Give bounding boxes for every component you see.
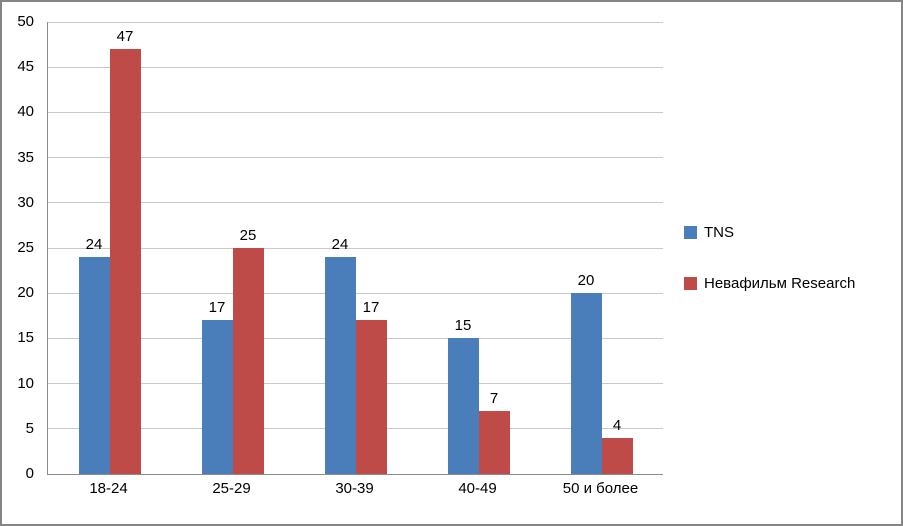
y-tick-label: 25 (17, 239, 34, 256)
x-axis-category-label: 30-39 (335, 480, 374, 497)
gridline (48, 157, 663, 159)
bar-tns-25-29 (201, 320, 233, 474)
bar-value-label: 15 (454, 317, 472, 335)
bar-value-label: 24 (331, 236, 349, 254)
x-axis-category-label: 50 и более (562, 480, 639, 497)
legend: TNS Невафильм Research (684, 224, 855, 326)
gridline (48, 111, 663, 113)
gridline (48, 21, 663, 23)
y-tick-label: 10 (17, 374, 34, 392)
x-axis-category-label: 18-24 (89, 480, 128, 497)
bar-невафильм-research-50-и-более (601, 437, 633, 474)
gridline (48, 247, 663, 249)
bar-tns-30-39 (324, 257, 356, 474)
bar-невафильм-research-25-29 (232, 248, 264, 474)
y-tick-label: 0 (25, 465, 34, 482)
bar-невафильм-research-40-49 (478, 410, 510, 474)
legend-swatch-tns-icon (684, 226, 697, 239)
gridline (48, 292, 663, 294)
bar-value-label: 7 (489, 389, 499, 407)
bar-value-label: 24 (85, 236, 103, 254)
legend-item-nevafilm-research: Невафильм Research (684, 275, 855, 292)
bar-value-label: 17 (208, 299, 226, 317)
plot-area: 24 47 17 25 24 17 15 7 20 4 (47, 21, 663, 475)
bar-невафильм-research-18-24 (109, 49, 141, 474)
legend-swatch-nevafilm-icon (684, 277, 697, 290)
bar-невафильм-research-30-39 (355, 320, 387, 474)
y-tick-label: 45 (17, 58, 34, 76)
bar-value-label: 4 (612, 416, 622, 434)
legend-label-tns: TNS (704, 224, 734, 241)
bar-tns-18-24 (78, 257, 110, 474)
gridline (48, 202, 663, 204)
bar-value-label: 20 (577, 272, 595, 290)
gridline (48, 66, 663, 68)
y-tick-label: 5 (25, 419, 34, 437)
y-tick-label: 15 (17, 329, 34, 347)
x-axis-labels: 18-24 25-29 30-39 40-49 50 и более (47, 480, 662, 504)
y-tick-label: 35 (17, 148, 34, 166)
bar-value-label: 25 (239, 227, 257, 244)
x-axis-category-label: 40-49 (458, 480, 497, 497)
x-axis-category-label: 25-29 (212, 480, 251, 497)
bar-value-label: 17 (362, 299, 380, 317)
y-axis-labels: 0 5 10 15 20 25 30 35 40 45 50 (2, 13, 40, 482)
legend-label-nevafilm: Невафильм Research (704, 275, 856, 292)
bar-tns-50-и-более (570, 293, 602, 474)
legend-item-tns: TNS (684, 224, 855, 241)
bar-tns-40-49 (447, 338, 479, 474)
y-tick-label: 30 (17, 193, 34, 211)
y-tick-label: 40 (17, 103, 34, 121)
bar-value-label: 47 (116, 28, 134, 46)
y-tick-label: 20 (17, 284, 34, 302)
y-tick-label: 50 (17, 13, 34, 30)
